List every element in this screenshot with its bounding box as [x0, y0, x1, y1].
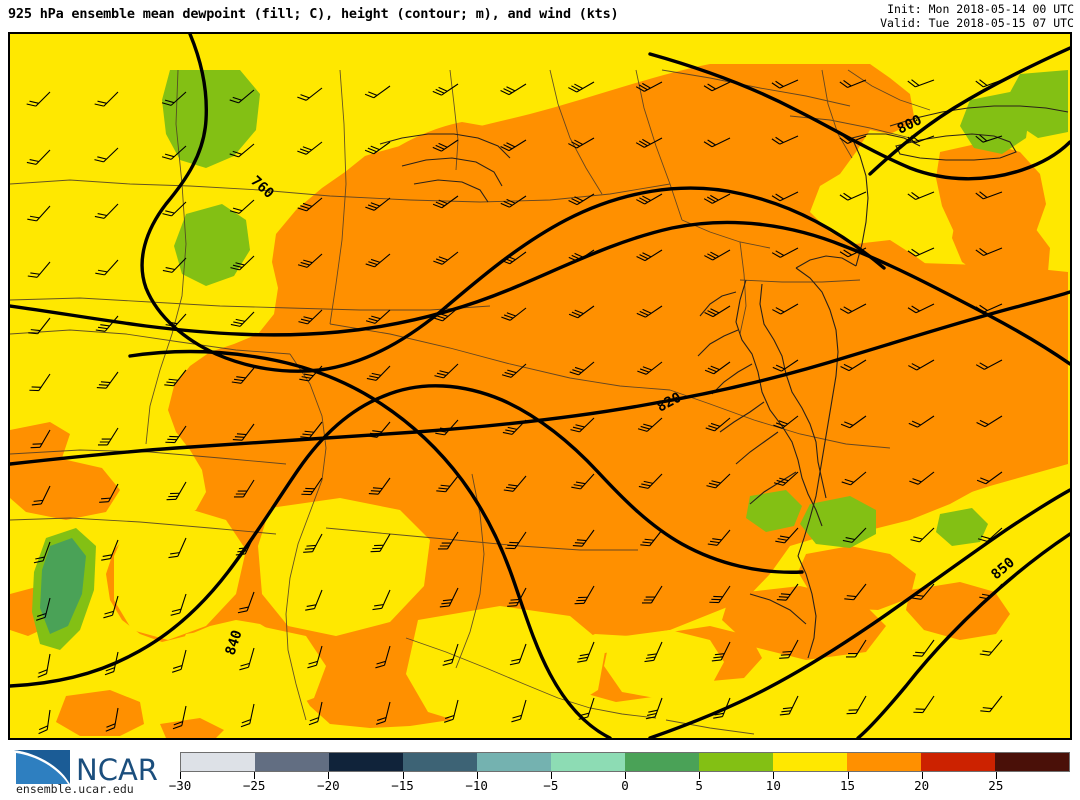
colorbar-tick: [476, 772, 478, 779]
ncar-logo[interactable]: NCAR: [4, 744, 180, 798]
green-dark-appalachian: [40, 538, 86, 634]
ncar-mark: [14, 750, 70, 784]
yellow-island-central: [258, 498, 430, 636]
colorbar-segment-pale-grey: [181, 753, 255, 771]
contour-850-b: [648, 488, 1070, 738]
orange-blob-se-coast-2: [906, 582, 1010, 640]
colorbar-tick-label: 5: [695, 778, 703, 793]
orange-dot-coast: [956, 595, 988, 613]
colorbar-tick-label: −10: [465, 778, 488, 793]
orange-core-right: [754, 262, 1068, 538]
site-url: ensemble.ucar.edu: [16, 782, 134, 796]
map-panel[interactable]: 760 800 820 840 850: [8, 32, 1072, 740]
coastlines: [379, 105, 1069, 659]
ncar-wordmark: NCAR: [76, 753, 158, 787]
colorbar-segment-steel-blue: [403, 753, 477, 771]
contour-label-840: 840: [223, 628, 246, 657]
colorbar-segment-red: [921, 753, 995, 771]
colorbar-tick-label: 20: [914, 778, 930, 793]
map-layers: 760 800 820 840 850: [10, 34, 1070, 738]
colorbar-segment-orange: [847, 753, 921, 771]
colorbar-tick-label: −15: [391, 778, 414, 793]
contour-840-lower: [10, 384, 804, 688]
yellow-island-appalachian: [114, 508, 246, 640]
init-time: Init: Mon 2018-05-14 00 UTC: [887, 2, 1074, 16]
height-contours: [10, 34, 1070, 738]
colorbar-tick: [921, 772, 923, 779]
colorbar-segment-slate-grey: [255, 753, 329, 771]
valid-time: Valid: Tue 2018-05-15 07 UTC: [880, 16, 1074, 30]
orange-blob-sw-2: [160, 718, 224, 738]
contour-760: [140, 34, 886, 373]
colorbar-tick: [773, 772, 775, 779]
contour-800: [648, 52, 1070, 181]
colorbar-segment-mint-green: [551, 753, 625, 771]
contour-800-upper: [868, 46, 1070, 176]
colorbar-segment-dark-navy: [329, 753, 403, 771]
colorbar-tick-label: 0: [621, 778, 629, 793]
colorbar-ticks: [180, 772, 1070, 780]
green-patch-east-coast-3: [936, 508, 988, 546]
colorbar-tick-label: −5: [543, 778, 559, 793]
colorbar-tick: [995, 772, 997, 779]
orange-blob-west-edge: [10, 422, 70, 468]
colorbar-segment-yellow: [773, 753, 847, 771]
colorbar-tick: [625, 772, 626, 779]
colorbar-tick: [328, 772, 330, 779]
contour-820: [10, 290, 1070, 466]
colorbar[interactable]: [180, 752, 1070, 772]
colorbar-tick: [180, 772, 181, 779]
green-patch-catskill: [174, 204, 250, 286]
orange-sliver-sc: [302, 666, 386, 714]
colorbar-tick-label: −20: [317, 778, 340, 793]
run-timestamps: Init: Mon 2018-05-14 00 UTC Valid: Tue 2…: [880, 2, 1074, 30]
yellow-island-south-2: [604, 630, 724, 700]
contour-850: [856, 532, 1070, 738]
colorbar-tick: [402, 772, 404, 779]
page-title: 925 hPa ensemble mean dewpoint (fill; C)…: [8, 6, 619, 22]
colorbar-segment-teal: [477, 753, 551, 771]
green-patch-east-coast: [800, 496, 876, 548]
colorbar-tick-label: 25: [988, 778, 1004, 793]
colorbar-segment-green: [625, 753, 699, 771]
green-patch-east-coast-2: [746, 490, 802, 532]
contour-840: [128, 349, 612, 738]
colorbar-tick: [254, 772, 256, 779]
colorbar-tick-label: −25: [242, 778, 266, 793]
colorbar-tick-label: 10: [765, 778, 781, 793]
colorbar-tick-label: −30: [168, 778, 192, 793]
colorbar-tick: [550, 772, 552, 779]
fill-green-dark-regions: [40, 538, 86, 634]
map-canvas[interactable]: 760 800 820 840 850: [10, 34, 1070, 738]
colorbar-segment-dark-maroon: [995, 753, 1069, 771]
colorbar-segment-yellow-green: [699, 753, 773, 771]
colorbar-labels: −30 −25 −20 −15 −10 −5 0 5 10 15 20 25: [0, 778, 1080, 798]
green-patch-adirondack: [162, 70, 260, 168]
orange-blob-sw: [56, 690, 144, 736]
colorbar-tick: [847, 772, 849, 779]
colorbar-tick-label: 15: [839, 778, 856, 793]
colorbar-tick: [699, 772, 701, 779]
